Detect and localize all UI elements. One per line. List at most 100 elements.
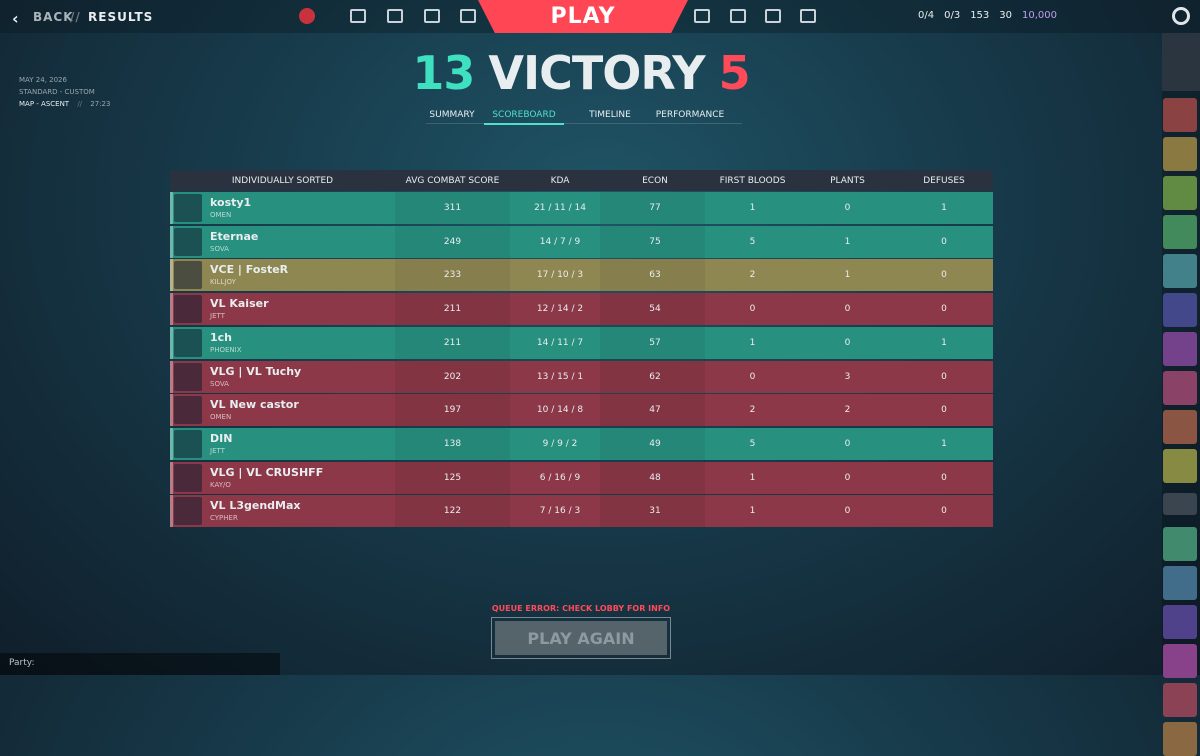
friend-avatar[interactable]: [1163, 176, 1197, 210]
row-accent: [170, 394, 173, 427]
player-row[interactable]: Eternae SOVA 249 14 / 7 / 9 75 5 1 0: [170, 225, 993, 258]
agent-portrait: [174, 328, 202, 357]
friend-avatar[interactable]: [1163, 410, 1197, 444]
friend-avatar[interactable]: [1163, 527, 1197, 561]
stats-shade: [395, 360, 510, 393]
rank-icon[interactable]: [800, 9, 816, 23]
currency: 0/4: [918, 10, 935, 21]
stat-first-bloods: 1: [749, 203, 756, 213]
stats-shade: [395, 225, 510, 258]
agent-portrait: [174, 295, 202, 324]
friend-avatar[interactable]: [1163, 293, 1197, 327]
back-arrow[interactable]: ‹: [12, 9, 20, 28]
stat-defuses: 0: [941, 304, 947, 315]
friend-avatar[interactable]: [1163, 371, 1197, 405]
tab[interactable]: TIMELINE: [589, 110, 631, 120]
stat-plants: 2: [844, 405, 851, 416]
column-header: ECON: [642, 176, 668, 186]
stat-first-bloods: 0: [749, 371, 756, 382]
player-row[interactable]: VLG | VL CRUSHFF KAY/O 125 6 / 16 / 9 48 1 0 0: [170, 461, 993, 494]
stat-first-bloods: 1: [749, 472, 756, 483]
column-header: INDIVIDUALLY SORTED: [231, 176, 334, 186]
stat-acs: 122: [443, 506, 462, 517]
agent-name: JETT: [210, 446, 225, 455]
friend-avatar[interactable]: [1163, 98, 1197, 132]
stat-kda: 13 / 15 / 1: [536, 371, 584, 382]
row-accent: [170, 461, 173, 494]
match-map: MAP - ASCENT: [19, 100, 70, 108]
agent-name: OMEN: [210, 211, 232, 219]
settings-icon[interactable]: [1172, 7, 1190, 25]
player-row[interactable]: VL New castor OMEN 197 10 / 14 / 8 47 2 2 0: [170, 394, 993, 427]
stat-econ: 31: [649, 506, 661, 517]
player-name: VCE | FosteR: [210, 263, 289, 277]
player-name: Eternae: [210, 229, 259, 243]
player-row[interactable]: 1ch PHOENIX 211 14 / 11 / 7 57 1 0 1: [170, 326, 993, 359]
row-accent: [170, 360, 173, 393]
friend-avatar[interactable]: [1163, 722, 1197, 756]
stat-plants: 3: [844, 371, 851, 382]
column-header: KDA: [550, 176, 570, 186]
esports-icon[interactable]: [694, 9, 710, 23]
friend-avatar[interactable]: [1163, 137, 1197, 171]
top-nav: ‹ BACK // RESULTS PLAY 0/4 0/3 153 30 10,000: [0, 0, 1200, 33]
stat-defuses: 0: [941, 371, 947, 382]
collection-icon[interactable]: [730, 9, 746, 23]
party-chat[interactable]: Party:: [0, 653, 280, 675]
career-icon[interactable]: [424, 9, 440, 23]
friend-avatar[interactable]: [1163, 644, 1197, 678]
result: VICTORY: [488, 46, 705, 100]
home-icon[interactable]: [350, 9, 366, 23]
tab[interactable]: PERFORMANCE: [655, 110, 725, 120]
friend-avatar[interactable]: [1163, 605, 1197, 639]
stats-shade: [600, 326, 705, 359]
friend-avatar[interactable]: [1163, 449, 1197, 483]
stat-plants: 1: [844, 270, 851, 281]
enemy-score: 5: [718, 46, 751, 100]
alert-icon[interactable]: [299, 8, 315, 24]
column-header: FIRST BLOODS: [719, 176, 786, 186]
play-again-button[interactable]: PLAY AGAIN: [495, 621, 667, 655]
match-duration: 27:23: [90, 100, 111, 108]
tab[interactable]: SUMMARY: [429, 110, 475, 120]
friend-avatar[interactable]: [1163, 566, 1197, 600]
stat-acs: 249: [443, 236, 462, 247]
stat-first-bloods: 5: [749, 236, 756, 247]
friend-avatar[interactable]: [1163, 254, 1197, 288]
section-title: RESULTS: [88, 10, 154, 24]
player-row[interactable]: VCE | FosteR KILLJOY 233 17 / 10 / 3 63 2 1 0: [170, 259, 993, 292]
currencies: 0/4 0/3 153 30 10,000: [918, 10, 1057, 21]
player-row[interactable]: VLG | VL Tuchy SOVA 202 13 / 15 / 1 62 0 3 0: [170, 360, 993, 393]
stat-kda: 14 / 11 / 7: [536, 337, 584, 348]
stat-acs: 233: [443, 270, 462, 281]
match-date: MAY 24, 2026: [19, 76, 67, 84]
stat-defuses: 1: [941, 438, 947, 449]
back-link[interactable]: BACK: [33, 10, 74, 24]
agent-portrait: [174, 396, 202, 425]
queue-error: QUEUE ERROR: CHECK LOBBY FOR INFO: [491, 604, 671, 613]
stat-defuses: 1: [941, 203, 947, 213]
play-tab[interactable]: PLAY: [478, 0, 688, 33]
store-icon[interactable]: [765, 9, 781, 23]
divider[interactable]: [1163, 493, 1197, 515]
agents-icon[interactable]: [387, 9, 403, 23]
battlepass-icon[interactable]: [460, 9, 476, 23]
player-row[interactable]: VL L3gendMax CYPHER 122 7 / 16 / 3 31 1 0 0: [170, 495, 993, 528]
stats-shade: [395, 192, 510, 224]
stat-kda: 21 / 11 / 14: [534, 203, 586, 213]
separator: //: [70, 10, 81, 24]
player-row[interactable]: kosty1 OMEN 311 21 / 11 / 14 77 1 0 1: [170, 192, 993, 224]
friend-avatar[interactable]: [1163, 215, 1197, 249]
friends-button[interactable]: [1162, 33, 1200, 91]
player-row[interactable]: DIN JETT 138 9 / 9 / 2 49 5 0 1: [170, 427, 993, 460]
player-row[interactable]: VL Kaiser JETT 211 12 / 14 / 2 54 0 0 0: [170, 293, 993, 326]
friend-avatar[interactable]: [1163, 332, 1197, 366]
stats-shade: [600, 259, 705, 292]
stat-kda: 9 / 9 / 2: [542, 438, 578, 449]
stat-econ: 62: [649, 371, 661, 382]
currency: 0/3: [944, 10, 961, 21]
stat-plants: 0: [844, 337, 851, 348]
tab[interactable]: SCOREBOARD: [484, 110, 564, 125]
stats-shade: [600, 360, 705, 393]
friend-avatar[interactable]: [1163, 683, 1197, 717]
